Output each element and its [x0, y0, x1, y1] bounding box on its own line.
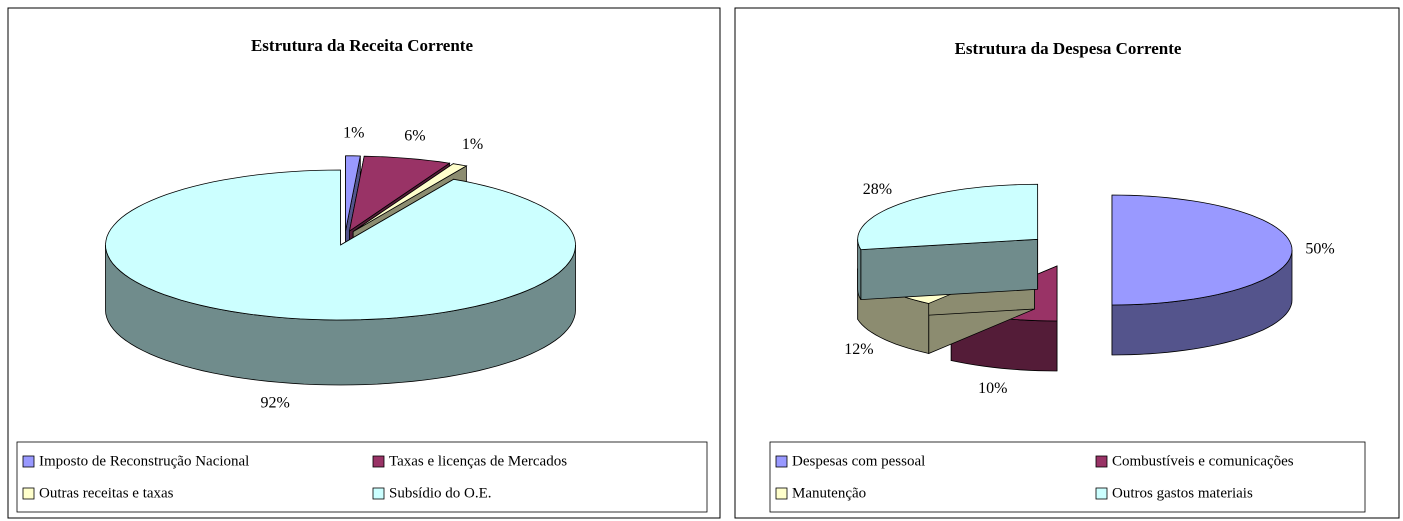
legend-swatch: [22, 487, 35, 500]
slice-top: [345, 155, 361, 231]
data-label: 1%: [343, 125, 364, 142]
legend-swatch: [22, 455, 35, 468]
chart-title: Estrutura da Despesa Corrente: [955, 39, 1182, 58]
legend-label: Combustíveis e comunicações: [1112, 453, 1294, 469]
legend-swatch: [1095, 487, 1108, 500]
data-label: 92%: [260, 395, 289, 412]
pie-slice: [1111, 194, 1293, 356]
slice-top: [348, 155, 451, 232]
data-label: 6%: [404, 128, 425, 145]
slice-top: [105, 169, 576, 321]
data-label: 10%: [978, 380, 1007, 397]
data-label: 50%: [1305, 241, 1334, 258]
legend-swatch: [372, 455, 385, 468]
pie-slice: [857, 183, 1039, 301]
data-label: 28%: [863, 181, 892, 198]
legend-label: Manutenção: [792, 485, 866, 501]
panel: [734, 7, 1400, 519]
legend-label: Outros gastos materiais: [1112, 485, 1253, 501]
legend-box: [769, 441, 1366, 513]
data-label: 12%: [844, 341, 873, 358]
legend-label: Subsídio do O.E.: [389, 485, 492, 501]
data-label: 1%: [462, 136, 483, 153]
chart-title: Estrutura da Receita Corrente: [251, 36, 474, 55]
legend-swatch: [775, 487, 788, 500]
legend-label: Taxas e licenças de Mercados: [389, 453, 567, 469]
pie-slice: [105, 169, 576, 386]
legend-swatch: [372, 487, 385, 500]
legend-label: Outras receitas e taxas: [39, 485, 174, 501]
slice-top: [352, 163, 468, 232]
legend-box: [16, 441, 708, 513]
slice-top: [857, 183, 1039, 251]
legend-swatch: [775, 455, 788, 468]
legend-label: Imposto de Reconstrução Nacional: [39, 453, 249, 469]
legend-swatch: [1095, 455, 1108, 468]
slice-top: [1111, 194, 1293, 306]
legend-label: Despesas com pessoal: [792, 453, 925, 469]
